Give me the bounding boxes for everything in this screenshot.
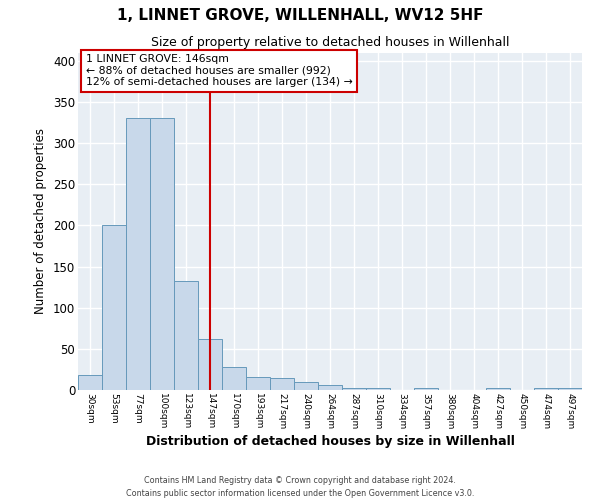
Text: 1 LINNET GROVE: 146sqm
← 88% of detached houses are smaller (992)
12% of semi-de: 1 LINNET GROVE: 146sqm ← 88% of detached… (86, 54, 352, 88)
Bar (270, 378, 294, 390)
Text: 1, LINNET GROVE, WILLENHALL, WV12 5HF: 1, LINNET GROVE, WILLENHALL, WV12 5HF (117, 8, 483, 22)
X-axis label: Distribution of detached houses by size in Willenhall: Distribution of detached houses by size … (146, 434, 514, 448)
Bar (342, 388, 366, 390)
Bar (102, 226, 126, 390)
Text: Contains HM Land Registry data © Crown copyright and database right 2024.
Contai: Contains HM Land Registry data © Crown c… (126, 476, 474, 498)
Bar (78, 375, 102, 390)
Bar (294, 382, 318, 390)
Bar (534, 388, 558, 390)
Bar (126, 118, 150, 390)
Bar (198, 339, 222, 390)
Bar (246, 377, 270, 390)
Bar (222, 367, 246, 390)
Bar (318, 385, 342, 390)
Y-axis label: Number of detached properties: Number of detached properties (34, 128, 47, 314)
Bar (486, 388, 510, 390)
Bar (174, 282, 198, 390)
Bar (414, 388, 438, 390)
Bar (366, 388, 390, 390)
Title: Size of property relative to detached houses in Willenhall: Size of property relative to detached ho… (151, 36, 509, 49)
Bar (558, 388, 582, 390)
Bar (150, 118, 174, 390)
